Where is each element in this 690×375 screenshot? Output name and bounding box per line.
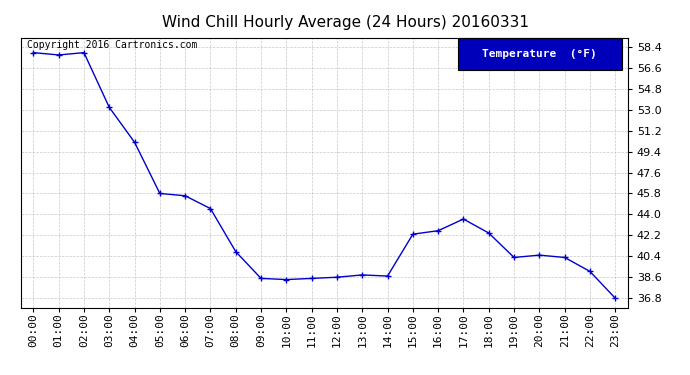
FancyBboxPatch shape (458, 38, 622, 70)
Text: Temperature  (°F): Temperature (°F) (482, 49, 598, 59)
Text: Wind Chill Hourly Average (24 Hours) 20160331: Wind Chill Hourly Average (24 Hours) 201… (161, 15, 529, 30)
Text: Copyright 2016 Cartronics.com: Copyright 2016 Cartronics.com (27, 40, 197, 50)
